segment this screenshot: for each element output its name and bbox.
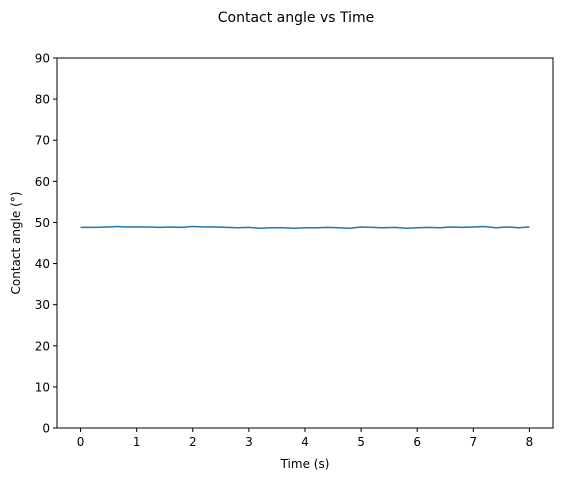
y-axis-ticks: 0 10 20 30 40 50 60 70 80 90 bbox=[35, 52, 57, 436]
y-axis-label: Contact angle (°) bbox=[9, 192, 23, 295]
y-tick-label: 0 bbox=[42, 422, 50, 436]
x-tick-label: 8 bbox=[526, 435, 534, 449]
y-tick-label: 70 bbox=[35, 134, 50, 148]
y-tick-label: 80 bbox=[35, 93, 50, 107]
x-tick-label: 0 bbox=[77, 435, 85, 449]
x-tick-label: 4 bbox=[301, 435, 309, 449]
series-layer bbox=[80, 225, 530, 229]
x-tick-label: 1 bbox=[133, 435, 141, 449]
x-tick-label: 2 bbox=[189, 435, 197, 449]
x-tick-label: 5 bbox=[357, 435, 365, 449]
y-tick-label: 10 bbox=[35, 380, 50, 394]
x-axis-ticks: 0 1 2 3 4 5 6 7 8 bbox=[77, 428, 534, 449]
y-tick-label: 60 bbox=[35, 175, 50, 189]
x-tick-label: 3 bbox=[245, 435, 253, 449]
y-tick-label: 50 bbox=[35, 216, 50, 230]
series-line bbox=[80, 225, 530, 229]
y-tick-label: 90 bbox=[35, 52, 50, 66]
x-tick-label: 7 bbox=[470, 435, 478, 449]
y-tick-label: 30 bbox=[35, 298, 50, 312]
y-tick-label: 40 bbox=[35, 257, 50, 271]
y-tick-label: 20 bbox=[35, 339, 50, 353]
x-axis-label: Time (s) bbox=[280, 457, 330, 471]
x-tick-label: 6 bbox=[413, 435, 421, 449]
chart-title: Contact angle vs Time bbox=[218, 10, 375, 26]
plot-frame bbox=[56, 57, 554, 429]
